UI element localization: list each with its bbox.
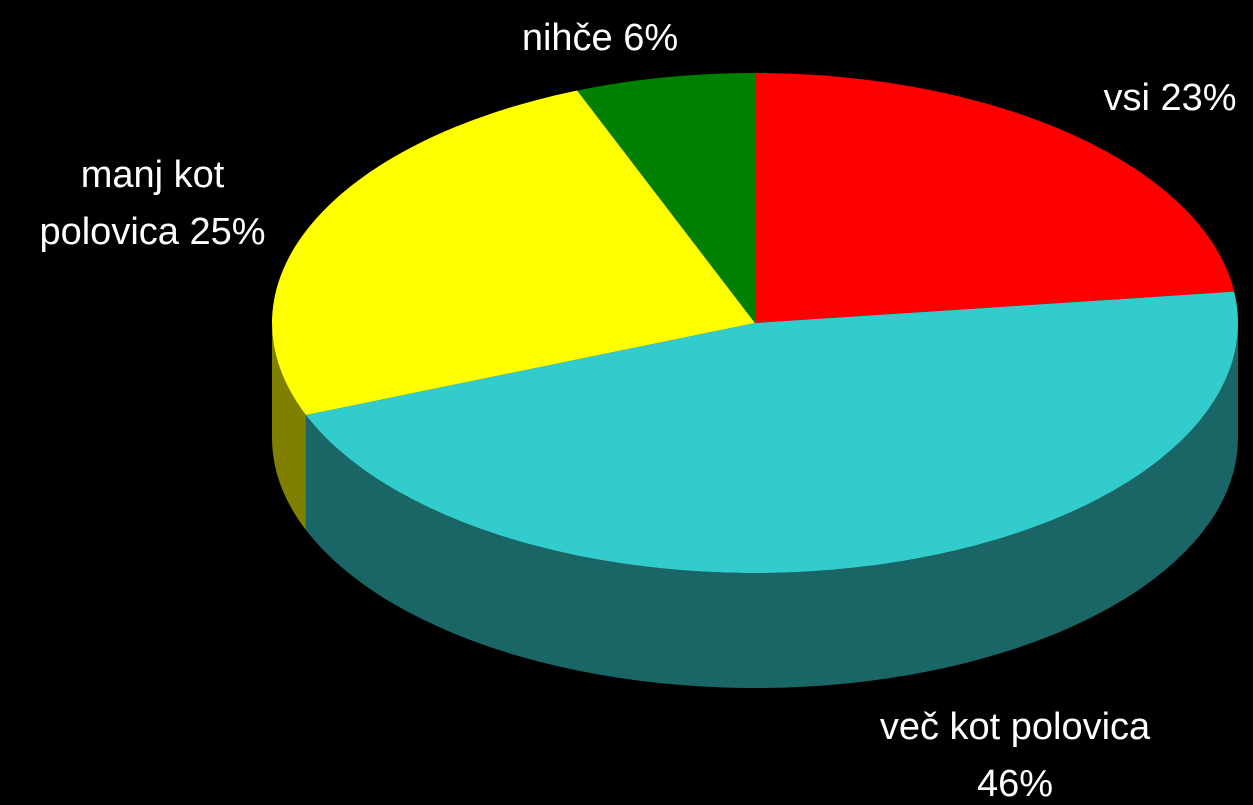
slice-label: manj kot polovica 25%: [10, 147, 295, 261]
category-label: več kot polovica: [879, 706, 1151, 748]
slice-label: nihče 6%: [450, 10, 750, 67]
category-label: manj kot polovica: [39, 154, 225, 253]
slice-label: več kot polovica 46%: [875, 699, 1155, 805]
value-label: 23%: [1160, 77, 1237, 119]
value-label: 25%: [189, 211, 266, 253]
slice: [577, 73, 755, 323]
slice: [305, 291, 1238, 574]
slice: [755, 73, 1235, 323]
category-label: nihče: [521, 17, 613, 59]
slice-side: [272, 323, 306, 531]
value-label: 46%: [976, 763, 1054, 805]
category-label: vsi: [1103, 77, 1150, 119]
slice-side: [305, 323, 1238, 689]
slice-label: vsi 23%: [1040, 70, 1253, 127]
value-label: 6%: [623, 17, 679, 59]
slice: [272, 90, 755, 416]
